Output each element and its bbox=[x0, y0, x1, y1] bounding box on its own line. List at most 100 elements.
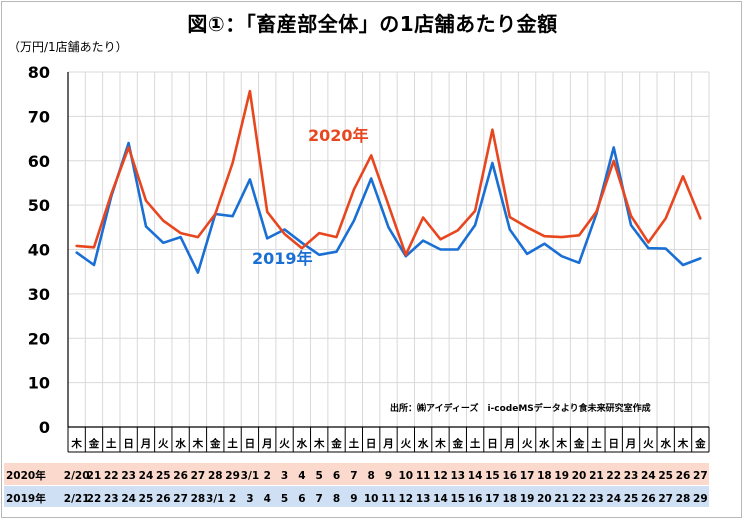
date-label-2019: 26 bbox=[156, 493, 171, 505]
date-label-2020: 21 bbox=[87, 470, 102, 482]
date-label-2020: 26 bbox=[676, 470, 691, 482]
date-label-2020: 8 bbox=[368, 470, 375, 482]
series-lines bbox=[75, 89, 702, 274]
weekday-label: 水 bbox=[296, 437, 308, 450]
date-label-2019: 23 bbox=[589, 493, 604, 505]
date-label-2020: 13 bbox=[450, 470, 465, 482]
weekday-label: 水 bbox=[538, 437, 550, 450]
date-label-2019: 11 bbox=[381, 493, 396, 505]
series-label-2020: 2020年 bbox=[308, 126, 369, 145]
date-label-2020: 24 bbox=[139, 470, 154, 482]
weekday-label: 土 bbox=[349, 437, 360, 450]
series-label-2019: 2019年 bbox=[252, 249, 313, 268]
date-label-2020: 6 bbox=[333, 470, 340, 482]
weekday-label: 木 bbox=[434, 437, 446, 450]
weekday-label: 月 bbox=[625, 438, 637, 450]
date-label-2019: 25 bbox=[139, 493, 154, 505]
date-label-2019: 9 bbox=[350, 493, 357, 505]
weekday-label: 日 bbox=[608, 438, 619, 450]
date-label-2020: 10 bbox=[399, 470, 414, 482]
weekday-label: 月 bbox=[261, 438, 273, 450]
weekday-label: 木 bbox=[677, 437, 689, 450]
weekday-label: 火 bbox=[643, 438, 654, 450]
date-label-2020: 19 bbox=[554, 470, 569, 482]
date-label-2019: 20 bbox=[537, 493, 552, 505]
date-label-2019: 6 bbox=[298, 493, 305, 505]
date-label-2020: 3/1 bbox=[241, 470, 259, 482]
y-tick-label: 50 bbox=[28, 196, 50, 215]
date-label-2020: 2/20 bbox=[64, 470, 90, 482]
date-label-2020: 16 bbox=[502, 470, 517, 482]
date-label-2020: 3 bbox=[281, 470, 288, 482]
date-label-2019: 4 bbox=[264, 493, 271, 505]
date-label-2020: 29 bbox=[225, 470, 240, 482]
date-label-2019: 5 bbox=[281, 493, 288, 505]
date-label-2019: 25 bbox=[624, 493, 639, 505]
date-label-2020: 22 bbox=[104, 470, 119, 482]
date-label-2020: 27 bbox=[191, 470, 206, 482]
weekday-label: 金 bbox=[209, 437, 221, 450]
y-tick-label: 80 bbox=[28, 63, 50, 82]
y-tick-label: 60 bbox=[28, 152, 50, 171]
date-label-2020: 23 bbox=[121, 470, 136, 482]
date-label-2020: 4 bbox=[298, 470, 305, 482]
weekday-label: 火 bbox=[522, 438, 533, 450]
date-label-2019: 28 bbox=[191, 493, 206, 505]
y-tick-label: 70 bbox=[28, 107, 50, 126]
date-label-2019: 3 bbox=[246, 493, 253, 505]
date-label-2020: 11 bbox=[416, 470, 431, 482]
date-label-2019: 27 bbox=[658, 493, 673, 505]
date-label-2019: 28 bbox=[676, 493, 691, 505]
y-tick-label: 40 bbox=[28, 241, 50, 260]
date-label-2020: 9 bbox=[385, 470, 392, 482]
weekday-label: 日 bbox=[487, 438, 498, 450]
y-tick-label: 10 bbox=[28, 374, 50, 393]
weekday-label: 木 bbox=[555, 437, 567, 450]
date-label-2019: 7 bbox=[316, 493, 323, 505]
date-label-2019: 17 bbox=[485, 493, 500, 505]
weekday-label: 水 bbox=[659, 437, 671, 450]
weekday-label: 金 bbox=[88, 437, 100, 450]
weekday-label: 土 bbox=[106, 437, 117, 450]
date-table: 木金土日月火水木金土日月火水木金土日月火水木金土日月火水木金土日月火水木金202… bbox=[4, 72, 710, 507]
date-label-2019: 27 bbox=[173, 493, 188, 505]
weekday-label: 木 bbox=[192, 437, 204, 450]
date-label-2019: 19 bbox=[520, 493, 535, 505]
date-label-2020: 23 bbox=[624, 470, 639, 482]
date-label-2020: 15 bbox=[485, 470, 500, 482]
date-label-2019: 22 bbox=[572, 493, 587, 505]
date-label-2019: 13 bbox=[416, 493, 431, 505]
weekday-label: 火 bbox=[279, 438, 290, 450]
weekday-label: 土 bbox=[227, 437, 238, 450]
weekday-label: 金 bbox=[330, 437, 342, 450]
date-label-2020: 5 bbox=[316, 470, 323, 482]
date-label-2020: 22 bbox=[606, 470, 621, 482]
y-tick-label: 30 bbox=[28, 285, 50, 304]
weekday-label: 月 bbox=[140, 438, 152, 450]
row-bg-2019 bbox=[4, 486, 709, 507]
row-label-2019: 2019年 bbox=[6, 492, 46, 505]
date-label-2020: 24 bbox=[641, 470, 656, 482]
date-label-2020: 21 bbox=[589, 470, 604, 482]
date-label-2019: 24 bbox=[121, 493, 136, 505]
grid-layer bbox=[67, 71, 710, 427]
weekday-label: 土 bbox=[591, 437, 602, 450]
weekday-label: 日 bbox=[123, 438, 134, 450]
weekday-label: 木 bbox=[70, 437, 82, 450]
date-label-2020: 26 bbox=[173, 470, 188, 482]
date-label-2019: 2 bbox=[229, 493, 236, 505]
date-label-2019: 8 bbox=[333, 493, 340, 505]
date-label-2019: 10 bbox=[364, 493, 379, 505]
date-label-2019: 24 bbox=[606, 493, 621, 505]
row-label-2020: 2020年 bbox=[6, 469, 46, 482]
date-label-2019: 2/21 bbox=[64, 493, 90, 505]
date-label-2019: 16 bbox=[468, 493, 483, 505]
weekday-label: 水 bbox=[417, 437, 429, 450]
weekday-label: 月 bbox=[504, 438, 516, 450]
weekday-label: 金 bbox=[573, 437, 585, 450]
weekday-label: 月 bbox=[382, 438, 394, 450]
y-tick-labels: 0 10 20 30 40 50 60 70 80 bbox=[28, 63, 50, 437]
date-label-2019: 26 bbox=[641, 493, 656, 505]
chart-title: 図①：「畜産部全体」の1店舗あたり金額 bbox=[187, 12, 558, 36]
